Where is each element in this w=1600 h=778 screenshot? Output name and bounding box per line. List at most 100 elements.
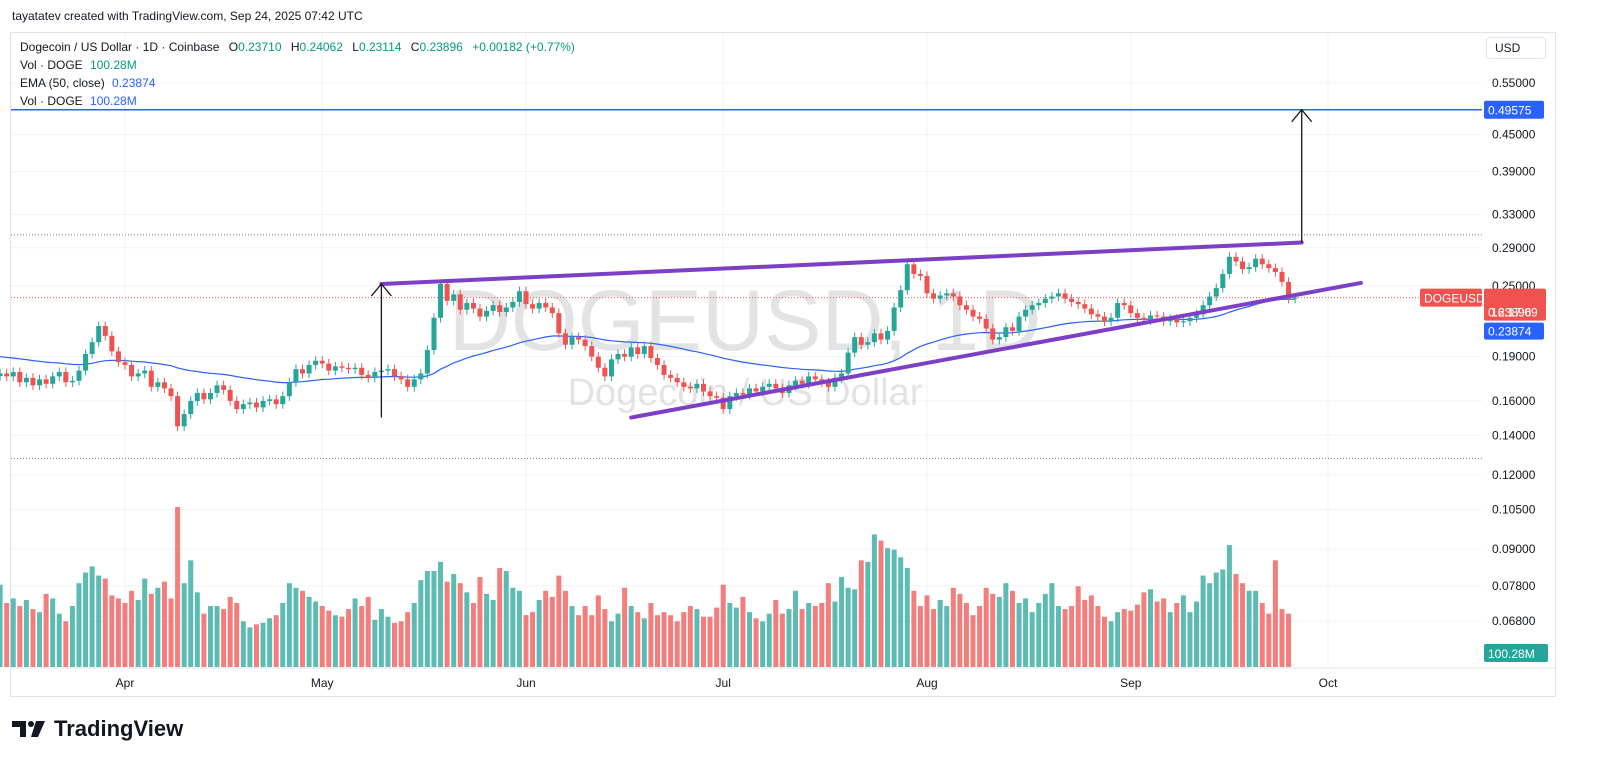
candle-body: [608, 359, 614, 377]
volume-bar: [175, 507, 181, 667]
candle-body: [30, 377, 36, 386]
volume-bar: [871, 534, 877, 667]
candle-body: [543, 303, 549, 308]
candle-body: [175, 396, 181, 427]
price-tick-label: 0.12000: [1492, 468, 1536, 482]
volume-bar: [806, 603, 812, 667]
candle-body: [1246, 267, 1252, 270]
volume-bar: [898, 557, 904, 667]
candle-body: [1069, 298, 1075, 302]
volume-bar: [122, 603, 128, 667]
watermark-symbol: DOGEUSD, 1D: [449, 273, 1042, 369]
candle-body: [76, 370, 82, 381]
volume-bar: [1266, 613, 1272, 667]
volume-bar: [760, 621, 766, 667]
price-tick-label: 0.45000: [1492, 128, 1536, 142]
legend-volume-row[interactable]: Vol · DOGE 100.28M: [20, 56, 575, 74]
volume-bar: [615, 613, 621, 667]
price-tick-label: 0.55000: [1492, 76, 1536, 90]
volume-bar: [1272, 560, 1278, 667]
candle-body: [760, 386, 766, 392]
candle-body: [812, 376, 818, 380]
candle-body: [1279, 271, 1285, 282]
candle-body: [438, 283, 444, 318]
legend-volume2-row[interactable]: Vol · DOGE 100.28M: [20, 92, 575, 110]
tradingview-logo[interactable]: TradingView: [12, 716, 183, 742]
volume-bar: [852, 589, 858, 667]
volume-bar: [359, 606, 365, 667]
candle-body: [267, 399, 273, 401]
candle-body: [898, 290, 904, 308]
volume-bar: [405, 612, 411, 667]
currency-button[interactable]: USD: [1486, 37, 1546, 59]
candle-body: [661, 364, 667, 375]
candle-body: [0, 373, 3, 377]
volume-bar: [418, 580, 424, 667]
candle-body: [1042, 298, 1048, 304]
candle-body: [1095, 314, 1101, 317]
time-tick-label: Oct: [1319, 676, 1338, 690]
volume-bar: [214, 606, 220, 667]
candle-body: [1029, 305, 1035, 310]
price-tick-label: 0.29000: [1492, 241, 1536, 255]
candle-body: [484, 310, 490, 317]
legend-ema-row[interactable]: EMA (50, close) 0.23874: [20, 74, 575, 92]
volume-bar: [1200, 575, 1206, 667]
candle-body: [115, 351, 121, 363]
candle-body: [602, 367, 608, 377]
volume-bar: [747, 612, 753, 667]
volume-bar: [10, 598, 16, 667]
candle-body: [917, 273, 923, 276]
symbol-description[interactable]: Dogecoin / US Dollar · 1D · Coinbase: [20, 40, 220, 54]
candle-body: [595, 356, 601, 368]
candle-body: [385, 369, 391, 371]
candle-body: [1016, 316, 1022, 331]
candle-body: [990, 328, 996, 340]
volume-bar: [720, 584, 726, 667]
candle-body: [865, 342, 871, 345]
volume-bar: [293, 587, 299, 667]
candle-body: [1023, 309, 1029, 317]
watermark-layer: DOGEUSD, 1D Dogecoin / US Dollar: [449, 273, 1042, 414]
volume-bar: [37, 612, 43, 667]
volume-bar: [424, 571, 430, 667]
candle-body: [365, 374, 371, 378]
volume-bar: [69, 606, 75, 667]
volume-bar: [457, 583, 463, 667]
candle-body: [845, 352, 851, 374]
candle-body: [648, 346, 654, 359]
brand-name: TradingView: [54, 716, 184, 741]
candle-body: [56, 372, 62, 377]
volume-bar: [569, 606, 575, 667]
volume-bar: [878, 540, 884, 667]
volume-bar: [970, 615, 976, 667]
level-lines: [11, 108, 1482, 459]
candle-body: [1148, 315, 1154, 321]
candle-body: [23, 377, 29, 383]
candle-body: [1233, 256, 1239, 262]
candle-body: [858, 337, 864, 345]
candle-body: [490, 305, 496, 311]
volume-bar: [766, 613, 772, 667]
candle-body: [1141, 317, 1147, 321]
candlesticks: [0, 252, 1298, 431]
volume-bar: [510, 587, 516, 667]
candle-body: [1134, 313, 1140, 318]
volume-bar: [273, 615, 279, 667]
candle-body: [273, 399, 279, 405]
high-value: 0.24062: [299, 40, 343, 54]
lower-support-trendline: [629, 280, 1363, 420]
candle-body: [576, 337, 582, 340]
candle-body: [793, 380, 799, 386]
candle-body: [392, 369, 398, 377]
candle-body: [950, 293, 956, 297]
candle-body: [352, 367, 358, 370]
volume-bar: [378, 609, 384, 667]
candle-body: [280, 396, 286, 405]
candle-body: [148, 370, 154, 387]
time-tick-label: Apr: [116, 676, 135, 690]
volume2-label: Vol · DOGE: [20, 94, 83, 108]
candle-body: [970, 309, 976, 317]
candle-body: [405, 379, 411, 387]
